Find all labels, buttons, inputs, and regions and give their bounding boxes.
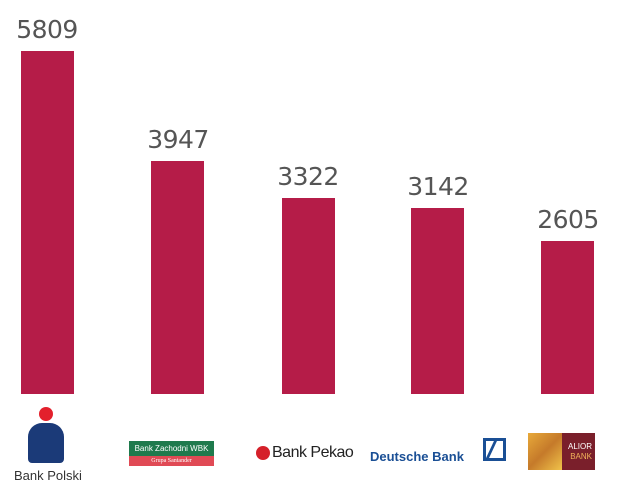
bar-deutsche: [411, 208, 464, 394]
pekao-label: Bank Pekao: [272, 444, 354, 461]
value-label-deutsche: 3142: [407, 172, 469, 201]
pko-label: Bank Polski: [14, 468, 82, 483]
deutsche-label: Deutsche Bank: [370, 449, 464, 464]
alior-line2: BANK: [570, 451, 592, 461]
deutsche-slash-box-icon: [483, 438, 506, 461]
bar-pko: [21, 51, 74, 394]
alior-line1: ALIOR: [567, 441, 592, 451]
bar-pekao: [282, 198, 335, 394]
pko-dot-icon: [39, 407, 53, 421]
value-label-bzwbk: 3947: [147, 125, 209, 154]
value-label-pko: 5809: [16, 15, 78, 44]
bar-alior: [541, 241, 594, 394]
pekao-logo: Bank Pekao: [256, 443, 354, 463]
bar-bzwbk: [151, 161, 204, 394]
alior-text: ALIOR BANK: [562, 433, 595, 470]
unicredit-icon: [256, 446, 270, 460]
alior-logo: ALIOR BANK: [528, 433, 595, 470]
alior-lion-icon: [528, 433, 562, 470]
bzwbk-logo: Bank Zachodni WBK Grupa Santander: [129, 441, 214, 466]
bzwbk-name: Bank Zachodni WBK: [129, 441, 214, 456]
value-label-pekao: 3322: [277, 162, 339, 191]
value-label-alior: 2605: [537, 205, 599, 234]
pko-piggybank-icon: [28, 423, 64, 463]
bzwbk-group: Grupa Santander: [129, 456, 214, 466]
